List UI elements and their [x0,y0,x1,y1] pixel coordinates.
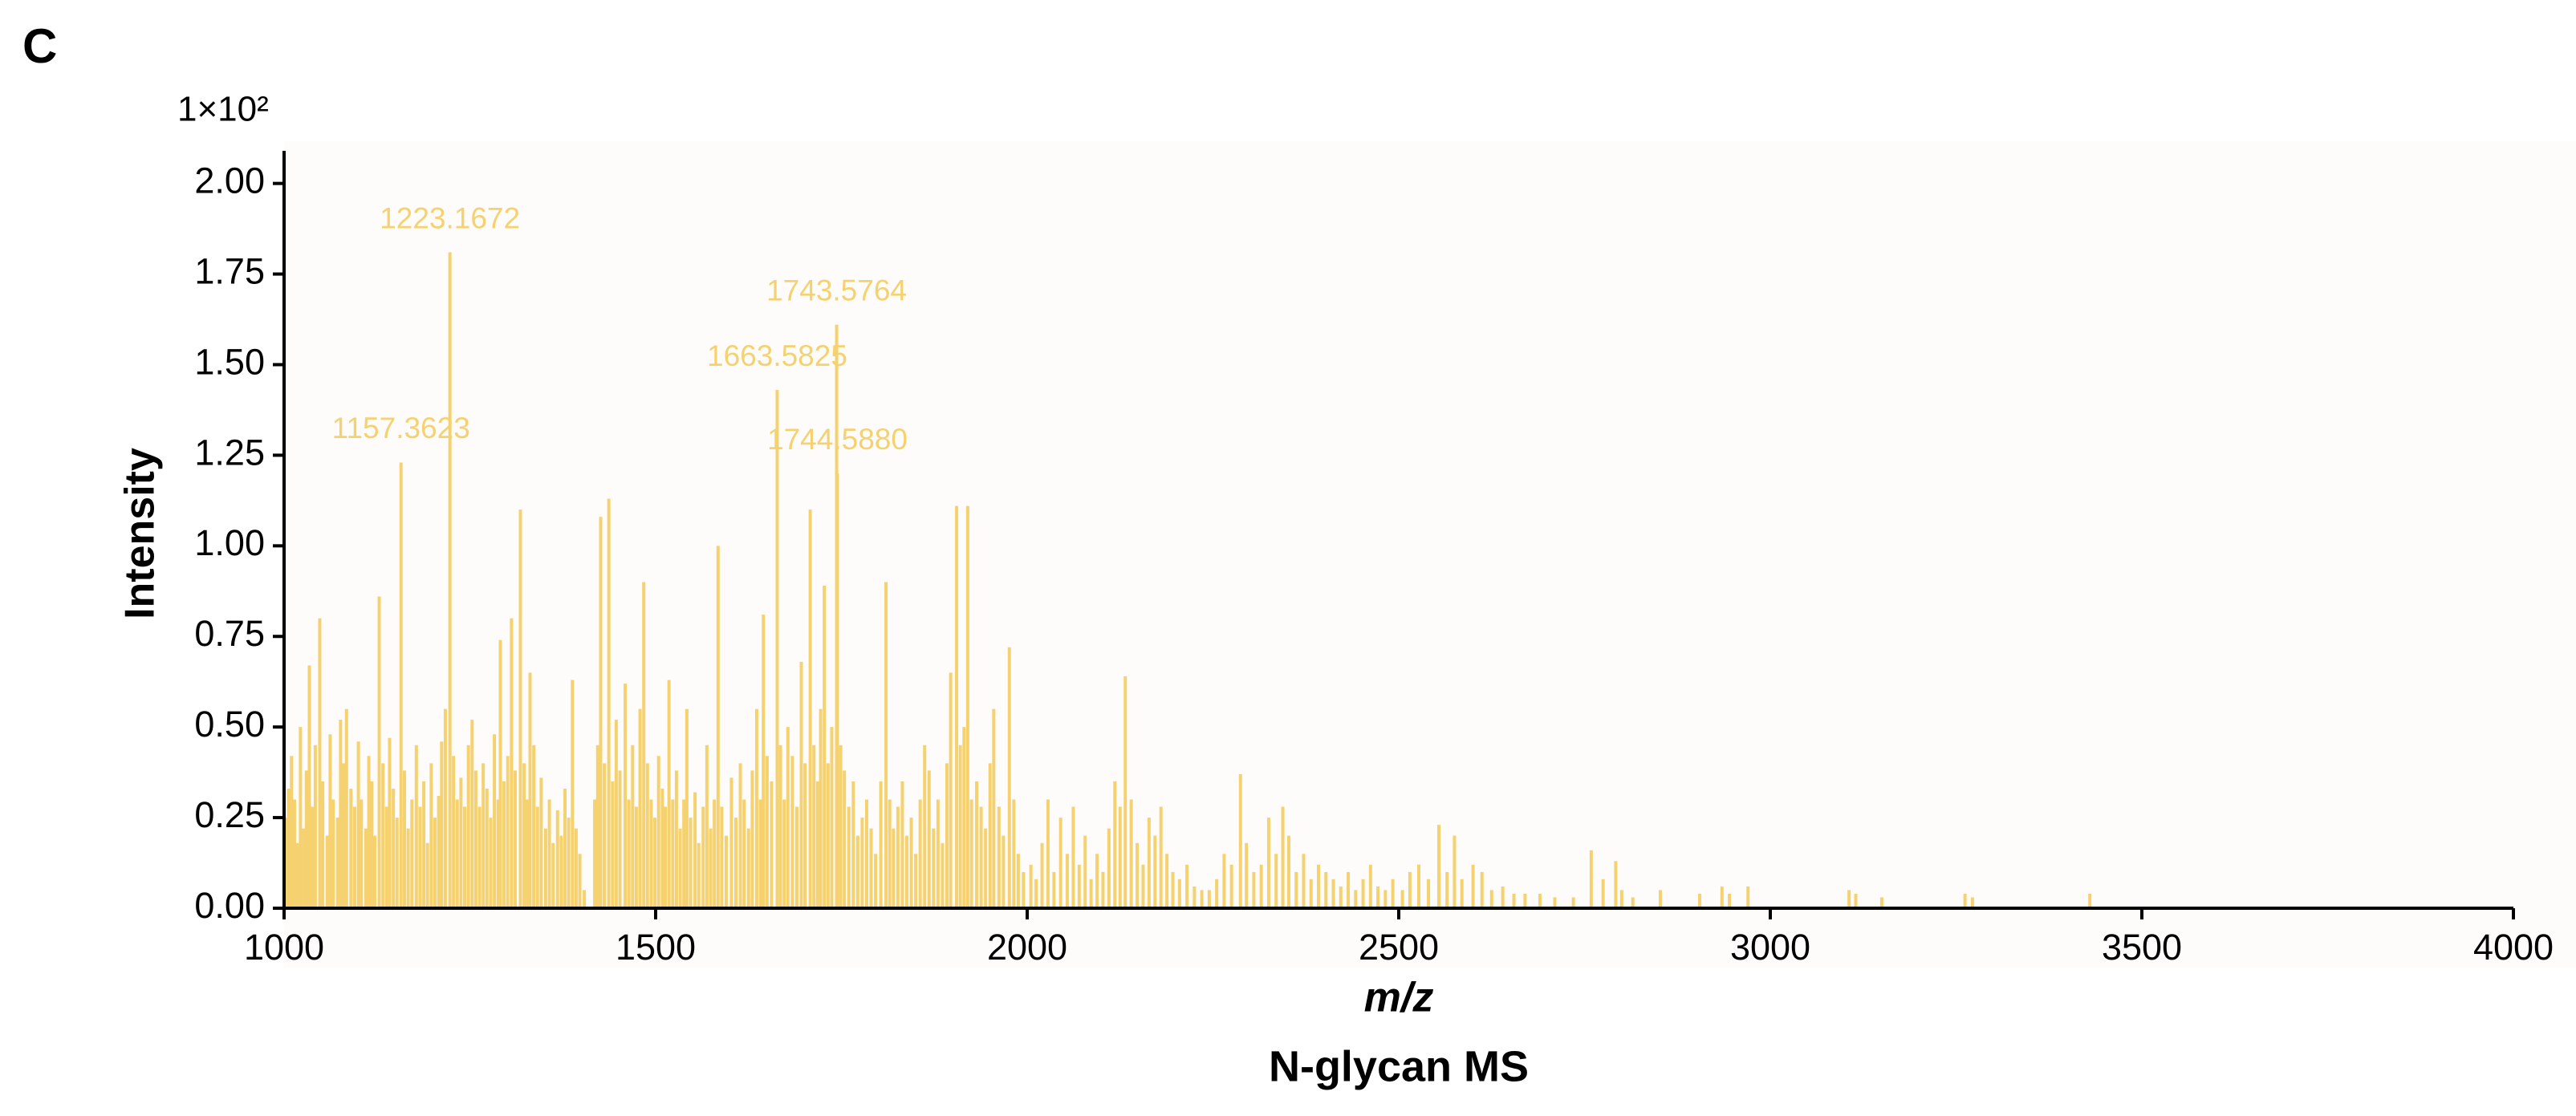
axes: 0.00 0.25 0.50 0.75 1.00 1.25 1.50 1.75 2.00 1000… [194,151,2554,968]
x-tick-label: 4000 [2473,927,2554,968]
peak-annotation: 1223.1672 [380,201,520,234]
chart-title: N-glycan MS [1269,1042,1529,1090]
peak-annotation: 1744.5880 [767,423,908,456]
peaks: 1157.3623 1223.1672 1663.5825 1743.5764 1744… [283,201,2092,908]
x-tick-label: 3000 [1730,927,1810,968]
y-tick-label: 2.00 [194,160,265,201]
y-tick-label: 0.50 [194,704,265,745]
axis-multiplier: 1×10² [177,90,269,129]
y-tick-label: 1.50 [194,341,265,382]
peak-annotation: 1743.5764 [766,274,907,307]
peak-annotation: 1157.3623 [332,412,470,444]
x-tick-label: 1500 [616,927,696,968]
x-tick-label: 3500 [2102,927,2182,968]
y-tick-label: 1.75 [194,250,265,291]
x-tick-label: 2500 [1359,927,1439,968]
y-tick-label: 0.75 [194,613,265,654]
peak-annotation: 1663.5825 [707,339,847,372]
y-tick-label: 0.25 [194,794,265,835]
x-tick-label: 1000 [244,927,324,968]
y-tick-label: 1.00 [194,522,265,563]
x-tick-label: 2000 [987,927,1067,968]
y-tick-label: 1.25 [194,432,265,473]
y-tick-label: 0.00 [194,885,265,926]
y-axis-label: Intensity [117,448,164,619]
x-axis-label: m/z [1364,975,1434,1021]
panel-label: C [22,19,57,73]
